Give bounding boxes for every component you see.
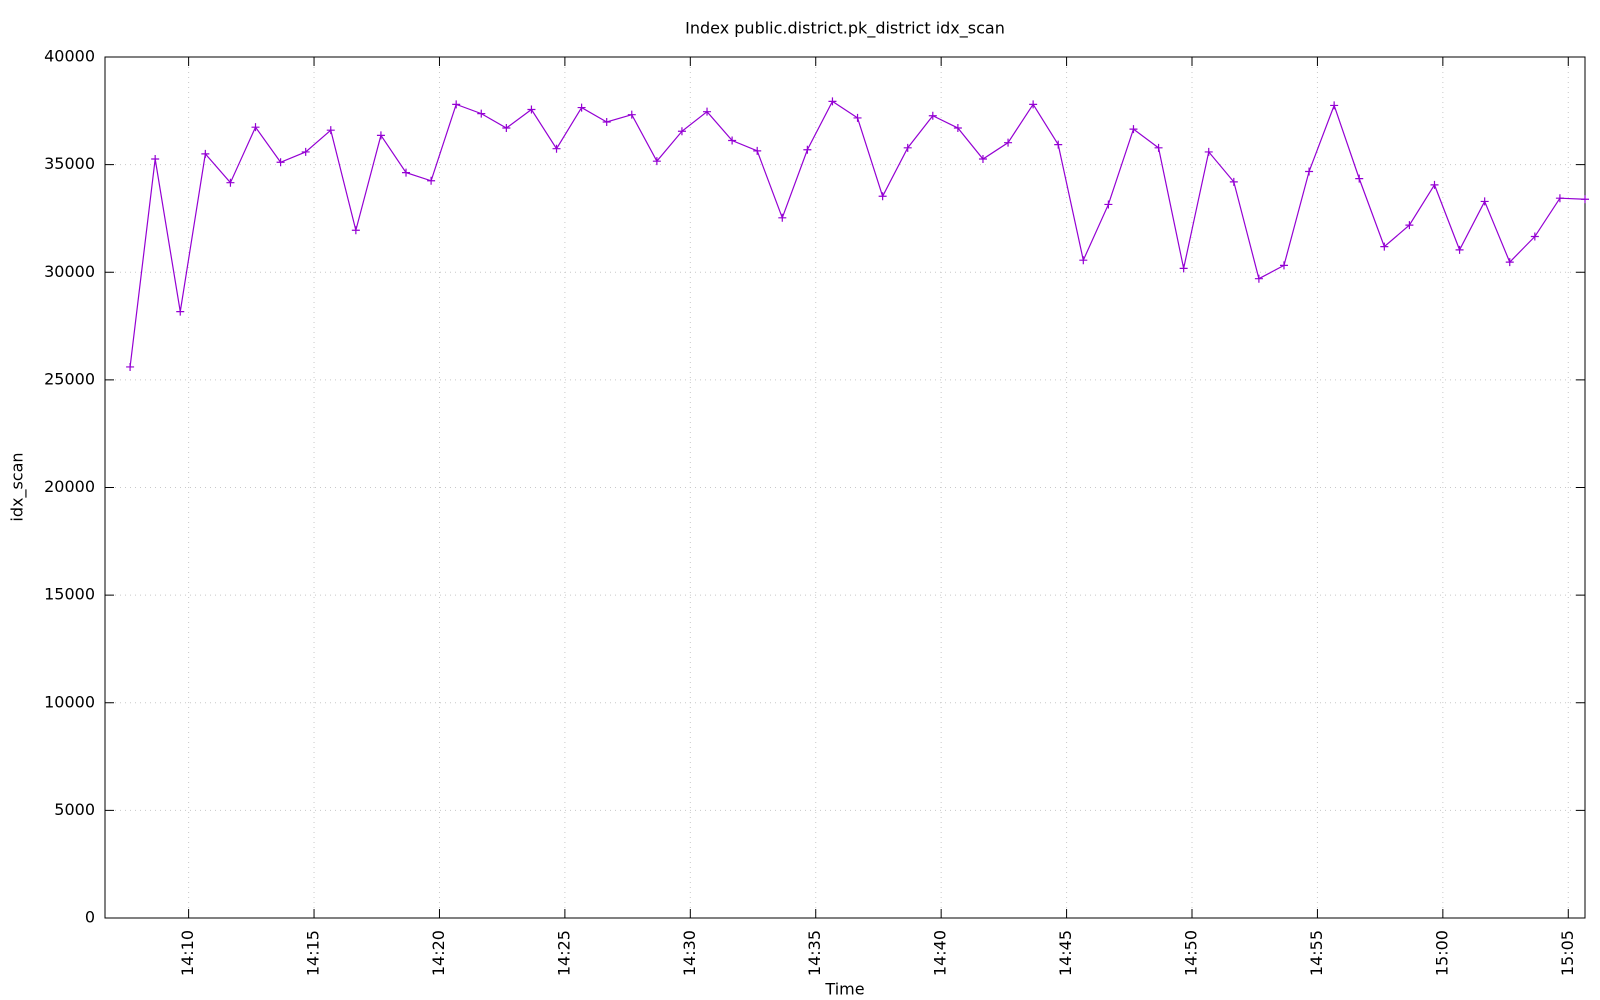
point-marker [928, 111, 937, 120]
point-marker [703, 107, 712, 116]
x-tick-label: 14:40 [931, 930, 950, 976]
point-marker [577, 103, 586, 112]
point-marker [1154, 143, 1163, 152]
point-marker [1179, 264, 1188, 273]
point-marker [452, 100, 461, 109]
point-marker [1581, 195, 1589, 204]
point-marker [477, 109, 486, 118]
point-marker [376, 131, 385, 140]
point-marker [126, 362, 135, 371]
point-marker [527, 105, 536, 114]
chart-title: Index public.district.pk_district idx_sc… [685, 19, 1005, 39]
x-tick-label: 14:20 [429, 930, 448, 976]
x-tick-label: 14:45 [1056, 930, 1075, 976]
point-marker [502, 124, 511, 133]
y-tick-label: 10000 [44, 692, 95, 711]
point-marker [1104, 200, 1113, 209]
x-tick-label: 15:05 [1558, 930, 1577, 976]
y-tick-label: 5000 [54, 800, 95, 819]
y-tick-label: 30000 [44, 262, 95, 281]
point-marker [402, 168, 411, 177]
point-marker [1505, 258, 1514, 267]
series-line [129, 100, 1586, 368]
point-marker [903, 143, 912, 152]
x-tick-label: 14:25 [554, 930, 573, 976]
point-marker [1480, 197, 1489, 206]
point-marker [853, 113, 862, 122]
point-marker [276, 158, 285, 167]
point-marker [251, 123, 260, 132]
y-tick-label: 0 [85, 908, 95, 927]
point-marker [1380, 242, 1389, 251]
y-tick-label: 40000 [44, 47, 95, 66]
x-tick-label: 15:00 [1432, 930, 1451, 976]
point-marker [151, 155, 160, 164]
point-marker [1079, 256, 1088, 265]
x-tick-label: 14:50 [1182, 930, 1201, 976]
point-marker [753, 146, 762, 155]
point-marker [953, 124, 962, 133]
point-marker [226, 178, 235, 187]
point-marker [1279, 261, 1288, 270]
point-marker [1229, 177, 1238, 186]
point-marker [828, 97, 837, 106]
y-tick-label: 25000 [44, 369, 95, 388]
point-marker [803, 145, 812, 154]
point-marker [301, 147, 310, 156]
x-tick-label: 14:55 [1307, 930, 1326, 976]
x-tick-label: 14:10 [178, 930, 197, 976]
point-marker [627, 110, 636, 119]
point-marker [1054, 140, 1063, 149]
point-marker [1029, 100, 1038, 109]
point-marker [427, 176, 436, 185]
point-marker [1305, 167, 1314, 176]
point-marker [552, 144, 561, 153]
point-marker [1254, 274, 1263, 283]
y-tick-label: 20000 [44, 477, 95, 496]
point-marker [1555, 194, 1564, 203]
point-marker [1204, 147, 1213, 156]
point-marker [351, 226, 360, 235]
point-marker [1405, 221, 1414, 230]
point-marker [728, 136, 737, 145]
y-axis-label: idx_scan [8, 452, 28, 521]
point-marker [652, 157, 661, 166]
point-marker [1004, 138, 1013, 147]
point-marker [1430, 180, 1439, 189]
point-marker [978, 155, 987, 164]
x-tick-label: 14:30 [680, 930, 699, 976]
point-marker [1129, 125, 1138, 134]
point-marker [1530, 232, 1539, 241]
point-marker [326, 126, 335, 135]
point-marker [201, 149, 210, 158]
plot-border [104, 56, 1586, 919]
point-marker [1355, 174, 1364, 183]
x-tick-label: 14:35 [805, 930, 824, 976]
point-marker [778, 213, 787, 222]
point-marker [677, 127, 686, 136]
x-tick-label: 14:15 [304, 930, 323, 976]
point-marker [1455, 245, 1464, 254]
y-tick-label: 35000 [44, 154, 95, 173]
y-tick-label: 15000 [44, 585, 95, 604]
point-marker [176, 307, 185, 316]
point-marker [602, 118, 611, 127]
point-marker [878, 192, 887, 201]
point-marker [1330, 101, 1339, 110]
x-axis-label: Time [824, 980, 864, 999]
